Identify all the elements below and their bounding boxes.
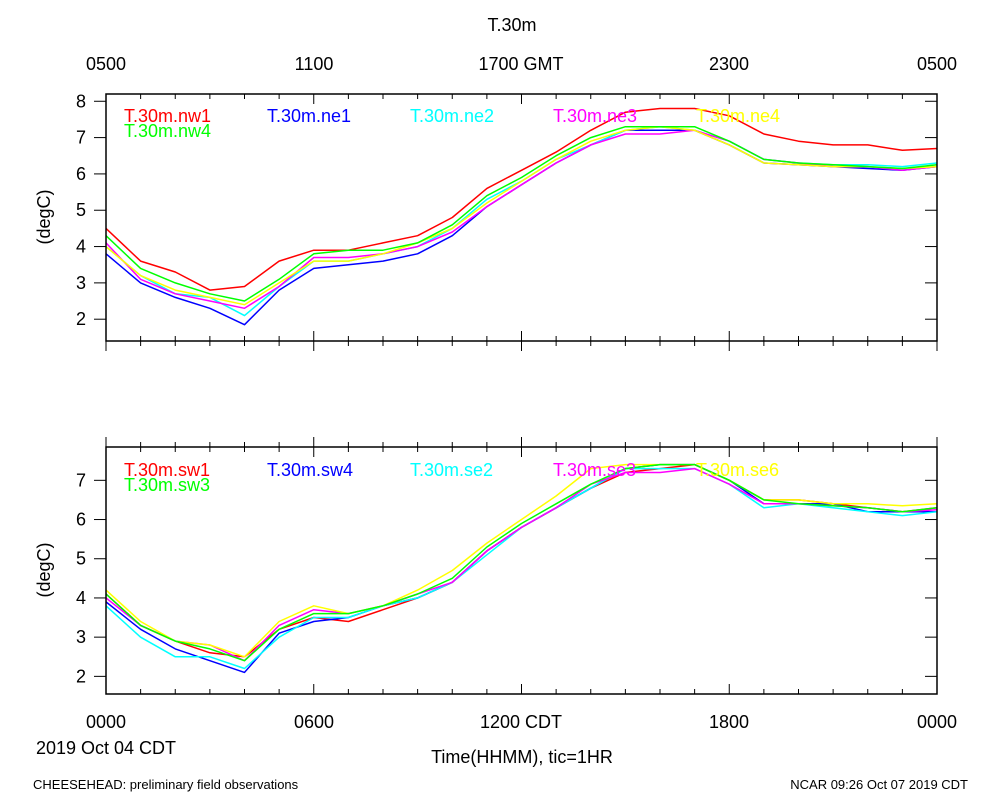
y-tick-label: 4 xyxy=(76,588,86,608)
legend-entry-ne1: T.30m.ne1 xyxy=(267,106,351,126)
series-line-nw1 xyxy=(105,107,938,291)
y-tick-label: 6 xyxy=(76,510,86,530)
bottom-axis-label: 0000 xyxy=(86,712,126,732)
bottom-y-axis-title: (degC) xyxy=(34,542,54,597)
legend-entry-nw1: T.30m.nw1 xyxy=(124,106,211,126)
bottom-ticks: 2 3 4 5 6 7 xyxy=(76,437,938,694)
series-line-se3 xyxy=(105,467,938,662)
legend-entry-sw1: T.30m.sw1 xyxy=(124,460,210,480)
series-line-ne3 xyxy=(105,129,938,310)
bottom-axis-label: 0600 xyxy=(294,712,334,732)
legend-entry-se3: T.30m.se3 xyxy=(553,460,636,480)
bottom-axis-label: 1200 CDT xyxy=(480,712,562,732)
x-axis-title: Time(HHMM), tic=1HR xyxy=(431,747,613,767)
legend-entry-ne4: T.30m.ne4 xyxy=(696,106,780,126)
y-tick-label: 7 xyxy=(76,470,86,490)
series-line-se2 xyxy=(105,467,938,670)
y-tick-label: 2 xyxy=(76,666,86,686)
y-tick-label: 4 xyxy=(76,237,86,257)
legend-entry-ne3: T.30m.ne3 xyxy=(553,106,637,126)
top-legend: T.30m.nw1 T.30m.ne1 T.30m.ne2 T.30m.ne3 … xyxy=(124,106,780,141)
bottom-axis-label: 1800 xyxy=(709,712,749,732)
date-label: 2019 Oct 04 CDT xyxy=(36,738,176,758)
top-axis-label: 1100 xyxy=(295,54,334,74)
bottom-series-lines xyxy=(105,463,938,674)
bottom-legend: T.30m.sw1 T.30m.sw4 T.30m.se2 T.30m.se3 … xyxy=(124,460,779,495)
y-tick-label: 3 xyxy=(76,273,86,293)
bottom-plot-frame xyxy=(105,446,938,695)
series-line-sw1 xyxy=(105,463,938,658)
bottom-panel: 2 3 4 5 6 7 (degC) T.30m.sw1 T.30m.sw4 T.30m.… xyxy=(34,437,938,695)
series-line-nw4 xyxy=(105,125,938,302)
y-tick-label: 6 xyxy=(76,164,86,184)
top-y-axis-title: (degC) xyxy=(34,189,54,244)
series-line-sw3 xyxy=(105,463,938,662)
legend-entry-sw3: T.30m.sw3 xyxy=(124,475,210,495)
legend-entry-se6: T.30m.se6 xyxy=(696,460,779,480)
y-tick-label: 2 xyxy=(76,309,86,329)
top-panel: 2 3 4 5 6 7 8 (degC) T.30m.nw1 T.30m.ne1 T.30m… xyxy=(34,91,938,351)
series-line-se6 xyxy=(105,463,938,658)
y-tick-label: 3 xyxy=(76,627,86,647)
top-plot-frame xyxy=(105,93,938,342)
y-tick-label: 5 xyxy=(76,200,86,220)
top-axis-label: 2300 xyxy=(709,54,749,74)
series-line-sw4 xyxy=(105,463,937,674)
y-tick-label: 7 xyxy=(76,128,86,148)
legend-entry-sw4: T.30m.sw4 xyxy=(267,460,353,480)
top-series-lines xyxy=(105,107,938,326)
series-line-ne1 xyxy=(105,129,938,326)
y-tick-label: 8 xyxy=(76,91,86,111)
series-line-ne4 xyxy=(105,125,938,306)
top-axis-label: 0500 xyxy=(86,54,126,74)
top-axis-label: 1700 GMT xyxy=(478,54,563,74)
legend-entry-nw4: T.30m.nw4 xyxy=(124,121,211,141)
legend-entry-ne2: T.30m.ne2 xyxy=(410,106,494,126)
y-tick-label: 5 xyxy=(76,549,86,569)
top-ticks: 2 3 4 5 6 7 8 xyxy=(76,91,938,351)
footer-right: NCAR 09:26 Oct 07 2019 CDT xyxy=(790,777,968,792)
footer-left: CHEESEHEAD: preliminary field observatio… xyxy=(33,777,299,792)
bottom-axis-label: 0000 xyxy=(917,712,957,732)
top-axis-label: 0500 xyxy=(917,54,957,74)
chart-title: T.30m xyxy=(487,15,536,35)
legend-entry-se2: T.30m.se2 xyxy=(410,460,493,480)
